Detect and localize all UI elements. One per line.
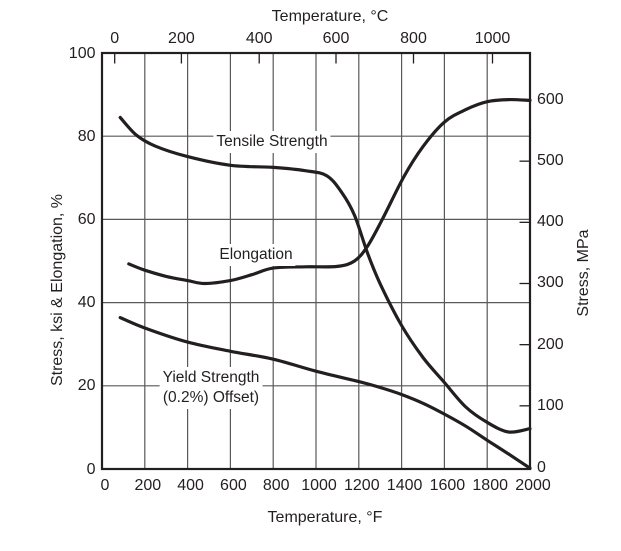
top-tick-label-600: 600 [322,30,350,47]
bottom-tick-label-200: 200 [134,477,162,494]
bottom-tick-label-1400: 1400 [386,477,423,494]
top-tick-label-1000: 1000 [474,30,511,47]
bottom-tick-label-1000: 1000 [301,477,337,494]
left-tick-label-80: 80 [77,127,96,145]
curve-label-yield-line-1: Yield Strength [162,369,260,386]
top-axis-title: Temperature, °C [271,8,389,25]
curve-label-yield: Yield Strength (0.2%) Offset) [159,367,263,409]
bottom-tick-label-1600: 1600 [429,477,466,494]
bottom-tick-label-1800: 1800 [472,477,508,494]
right-tick-label-300: 300 [537,274,564,292]
right-tick-label-0: 0 [537,458,546,476]
left-tick-label-60: 60 [77,210,96,228]
right-tick-label-400: 400 [537,213,564,231]
curve-label-tensile-line-1: Tensile Strength [216,133,328,150]
left-tick-label-20: 20 [77,377,96,395]
curve-label-yield-line-2: (0.2%) Offset) [162,389,260,406]
right-axis-title: Stress, MPa [575,229,592,317]
curve-label-elongation: Elongation [216,244,296,266]
curve-tensile-strength [118,115,532,434]
top-tick-label-800: 800 [400,30,427,47]
top-tick-label-200: 200 [168,30,195,47]
right-tick-label-100: 100 [537,396,564,414]
bottom-tick-label-600: 600 [220,477,247,494]
right-tick-label-600: 600 [537,90,564,108]
curve-elongation [127,97,532,286]
right-tick-label-500: 500 [537,152,564,170]
plot-border [100,51,532,471]
top-tick-label-400: 400 [245,30,273,47]
curve-label-tensile: Tensile Strength [213,131,331,153]
bottom-tick-label-1200: 1200 [344,477,380,494]
curve-yield-strength-offset [118,316,532,470]
bottom-tick-label-2000: 2000 [515,477,551,494]
bottom-tick-label-800: 800 [262,477,290,494]
left-axis-title: Stress, ksi & Elongation, % [48,193,66,386]
right-tick-label-200: 200 [537,335,564,353]
left-tick-label-100: 100 [68,44,96,62]
top-tick-label-0: 0 [110,30,120,47]
left-tick-label-0: 0 [86,460,96,478]
bottom-tick-label-0: 0 [100,477,110,494]
curve-label-elongation-line-1: Elongation [219,246,293,263]
bottom-axis-title: Temperature, °F [267,509,383,526]
bottom-tick-label-400: 400 [177,477,204,494]
left-tick-label-40: 40 [77,294,96,312]
